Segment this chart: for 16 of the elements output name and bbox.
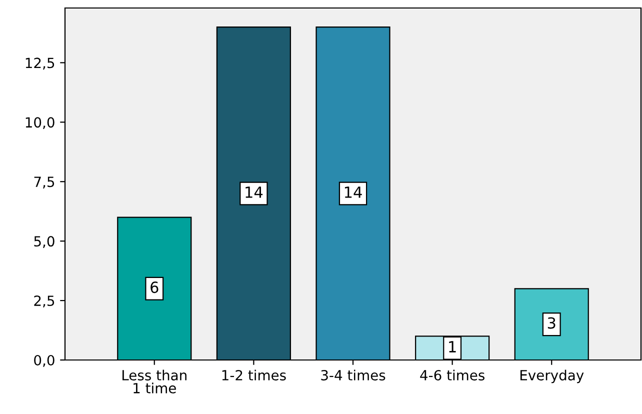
y-tick-label: 12,5 — [26, 58, 54, 70]
data-label: 14 — [344, 186, 362, 198]
y-tick-label: 7,5 — [34, 176, 54, 189]
y-tick-label: 0,0 — [34, 354, 54, 367]
data-label: 6 — [150, 282, 158, 294]
y-tick-label: 2,5 — [34, 296, 54, 308]
x-tick-label: 1-2 times — [222, 370, 286, 380]
x-tick-label: 3-4 times — [321, 370, 386, 380]
y-tick-label: 5,0 — [34, 236, 54, 248]
data-label: 3 — [548, 317, 556, 329]
y-tick-label: 10,0 — [26, 117, 54, 130]
data-label: 14 — [246, 186, 263, 198]
x-tick-label: 4-6 times — [420, 370, 484, 380]
x-tick-label: Less than 1 time — [122, 370, 186, 394]
x-tick-label: Everyday — [520, 370, 584, 384]
data-label: 1 — [449, 341, 456, 352]
